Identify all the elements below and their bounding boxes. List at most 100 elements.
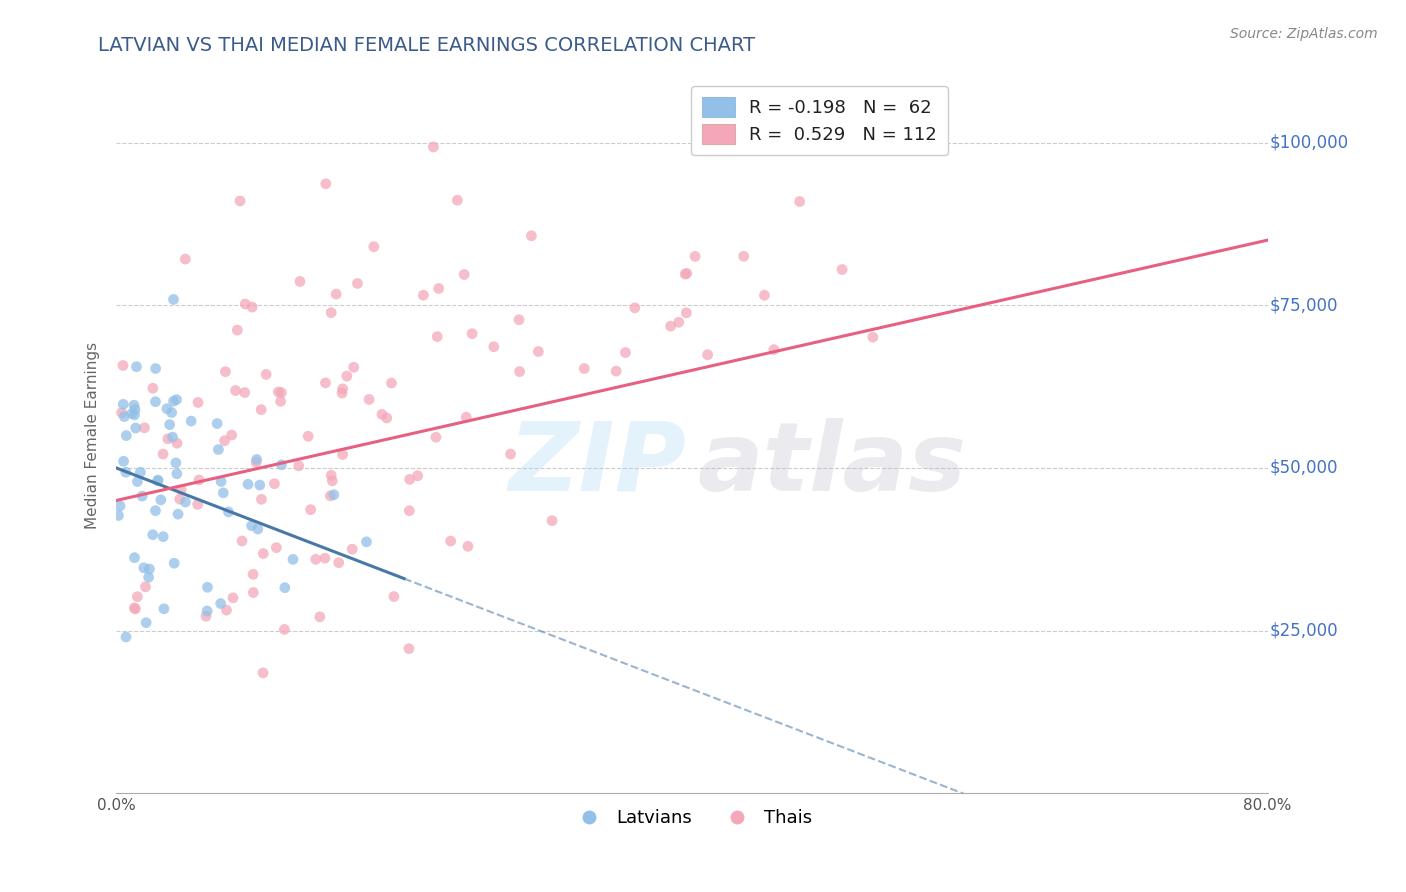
Point xyxy=(363,240,385,254)
Point xyxy=(789,194,811,209)
Point xyxy=(398,504,420,518)
Point xyxy=(127,590,149,604)
Point xyxy=(427,281,450,295)
Point xyxy=(250,492,273,507)
Point xyxy=(152,447,174,461)
Point xyxy=(356,534,378,549)
Point xyxy=(527,344,550,359)
Point xyxy=(675,267,697,281)
Text: $25,000: $25,000 xyxy=(1270,622,1339,640)
Point xyxy=(187,395,209,409)
Point xyxy=(862,330,884,344)
Point xyxy=(274,581,297,595)
Point xyxy=(142,527,165,541)
Point xyxy=(273,623,295,637)
Point xyxy=(541,514,564,528)
Point xyxy=(114,465,136,479)
Point xyxy=(346,277,368,291)
Point xyxy=(134,421,156,435)
Text: $100,000: $100,000 xyxy=(1270,134,1348,152)
Point xyxy=(121,407,143,421)
Point xyxy=(112,397,135,411)
Point xyxy=(328,556,350,570)
Point xyxy=(440,534,463,549)
Point xyxy=(281,552,304,566)
Point xyxy=(236,477,259,491)
Point xyxy=(270,394,292,409)
Point xyxy=(233,385,256,400)
Point xyxy=(321,468,343,483)
Text: $50,000: $50,000 xyxy=(1270,459,1339,477)
Point xyxy=(425,430,447,444)
Point xyxy=(233,297,256,311)
Point xyxy=(509,365,531,379)
Point xyxy=(127,475,149,489)
Point xyxy=(675,306,697,320)
Point xyxy=(167,507,190,521)
Point xyxy=(263,476,285,491)
Point xyxy=(134,580,156,594)
Point xyxy=(624,301,647,315)
Point xyxy=(332,382,354,396)
Point xyxy=(375,411,398,425)
Point xyxy=(214,434,236,448)
Point xyxy=(156,401,179,416)
Point xyxy=(221,428,243,442)
Point xyxy=(321,306,343,320)
Point xyxy=(382,590,405,604)
Point xyxy=(246,522,269,536)
Point xyxy=(254,368,277,382)
Point xyxy=(195,604,218,618)
Point xyxy=(145,361,167,376)
Point xyxy=(299,502,322,516)
Point xyxy=(305,552,328,566)
Point xyxy=(145,394,167,409)
Point xyxy=(112,454,135,468)
Point xyxy=(314,551,336,566)
Point xyxy=(205,417,228,431)
Point xyxy=(446,193,468,207)
Point xyxy=(398,641,420,656)
Point xyxy=(180,414,202,428)
Point xyxy=(371,408,394,422)
Point xyxy=(215,603,238,617)
Point xyxy=(214,365,236,379)
Point xyxy=(174,495,197,509)
Point xyxy=(267,384,290,399)
Point xyxy=(115,630,138,644)
Point xyxy=(380,376,402,390)
Point xyxy=(138,570,160,584)
Point xyxy=(108,499,131,513)
Point xyxy=(314,376,336,390)
Point xyxy=(330,386,353,401)
Point xyxy=(297,429,319,443)
Point xyxy=(152,530,174,544)
Point xyxy=(170,483,193,497)
Point xyxy=(412,288,434,302)
Point xyxy=(135,615,157,630)
Point xyxy=(457,539,479,553)
Point xyxy=(831,262,853,277)
Point xyxy=(359,392,381,407)
Point xyxy=(226,323,249,337)
Point xyxy=(124,601,146,615)
Point xyxy=(762,343,785,357)
Point xyxy=(160,405,183,419)
Y-axis label: Median Female Earnings: Median Female Earnings xyxy=(86,342,100,529)
Point xyxy=(574,361,596,376)
Point xyxy=(229,194,252,208)
Point xyxy=(733,249,755,263)
Point xyxy=(122,398,145,412)
Point xyxy=(252,547,274,561)
Point xyxy=(709,103,731,117)
Point xyxy=(163,556,186,570)
Point xyxy=(107,508,129,523)
Point xyxy=(166,436,188,450)
Point xyxy=(115,428,138,442)
Point xyxy=(250,402,273,417)
Point xyxy=(112,409,135,424)
Point xyxy=(124,402,146,417)
Point xyxy=(461,326,484,341)
Point xyxy=(322,488,344,502)
Point xyxy=(325,287,347,301)
